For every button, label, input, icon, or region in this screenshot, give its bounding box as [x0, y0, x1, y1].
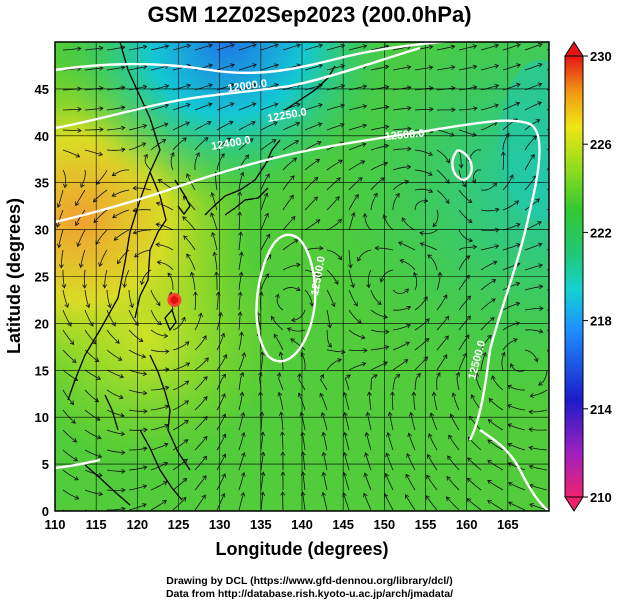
colorbar-tick-226: 226	[590, 137, 612, 152]
credits: Drawing by DCL (https://www.gfd-dennou.o…	[0, 575, 619, 601]
x-tick-160: 160	[456, 517, 478, 532]
x-tick-155: 155	[415, 517, 437, 532]
credit-drawing: Drawing by DCL (https://www.gfd-dennou.o…	[166, 575, 453, 587]
y-tick-25: 25	[35, 270, 49, 285]
x-axis-ticks: 110 115 120 125 130 135 140 145 150 155 160 165	[45, 517, 519, 532]
colorbar-tick-210: 210	[590, 490, 612, 505]
y-tick-45: 45	[35, 82, 49, 97]
colorbar-bottom-arrow	[564, 496, 584, 512]
y-axis-label: Latitude (degrees)	[4, 198, 24, 354]
y-tick-40: 40	[35, 129, 49, 144]
y-axis-ticks: 0 5 10 15 20 25 30 35 40 45	[35, 82, 49, 519]
y-tick-0: 0	[42, 504, 49, 519]
colorbar-tick-230: 230	[590, 49, 612, 64]
colorbar-top-arrow	[564, 41, 584, 57]
x-tick-125: 125	[168, 517, 190, 532]
y-tick-30: 30	[35, 223, 49, 238]
plot-frame	[54, 41, 550, 512]
colorbar-scale	[564, 55, 584, 498]
colorbar-tick-218: 218	[590, 314, 612, 329]
y-tick-35: 35	[35, 176, 49, 191]
x-axis-label: Longitude (degrees)	[215, 539, 388, 559]
x-tick-110: 110	[45, 517, 66, 532]
coastlines	[67, 42, 336, 506]
colorbar: 230 226 222 218 214 210	[564, 41, 612, 512]
x-tick-150: 150	[373, 517, 395, 532]
y-tick-5: 5	[42, 457, 49, 472]
contour-label-1: 12000.0	[227, 78, 268, 95]
x-tick-145: 145	[332, 517, 354, 532]
height-contours	[55, 42, 549, 511]
x-tick-120: 120	[126, 517, 148, 532]
credit-data: Data from http://database.rish.kyoto-u.a…	[165, 588, 454, 600]
typhoon-center-marker	[167, 292, 182, 307]
x-tick-135: 135	[250, 517, 272, 532]
y-tick-20: 20	[35, 316, 49, 331]
x-tick-115: 115	[86, 517, 107, 532]
chart-title: GSM 12Z02Sep2023 (200.0hPa)	[147, 2, 472, 27]
colorbar-tick-214: 214	[590, 402, 612, 417]
x-tick-130: 130	[209, 517, 231, 532]
x-tick-140: 140	[291, 517, 313, 532]
contour-label-4: 12500.0	[384, 128, 425, 143]
y-tick-10: 10	[35, 410, 49, 425]
streamlines	[55, 42, 549, 511]
colorbar-tick-222: 222	[590, 225, 612, 240]
y-tick-15: 15	[35, 363, 49, 378]
x-tick-165: 165	[497, 517, 519, 532]
